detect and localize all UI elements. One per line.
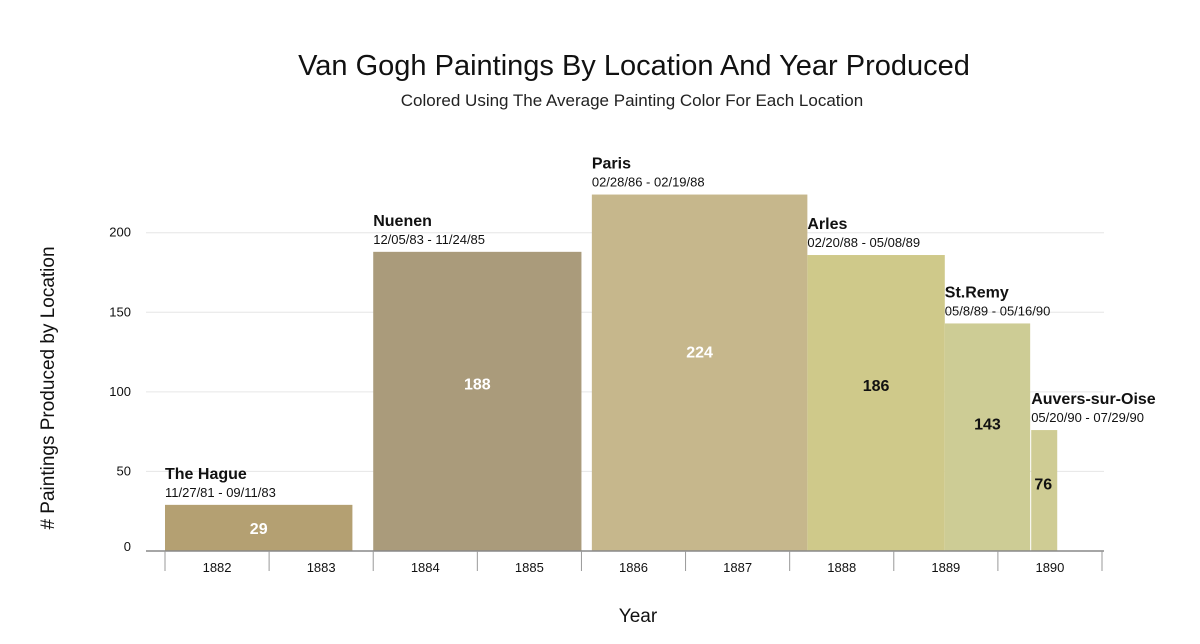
y-axis-label: # Paintings Produced by Location (38, 246, 59, 529)
bar-value-label: 224 (686, 344, 713, 361)
y-tick-label: 0 (124, 539, 131, 554)
x-axis: 1882 1883 1884 1885 1886 1887 1888 1889 1890 (146, 550, 1104, 575)
y-tick-label: 150 (109, 304, 131, 319)
location-dates: 05/20/90 - 07/29/90 (1031, 410, 1144, 425)
bar (373, 251, 582, 551)
bar (591, 194, 808, 551)
y-tick-label: 100 (109, 384, 131, 399)
bar-annotations: 29 The Hague 11/27/81 - 09/11/83 188 Nuenen 1… (165, 156, 1156, 538)
bar (165, 504, 353, 551)
location-dates: 05/8/89 - 05/16/90 (945, 303, 1051, 318)
chart-title: Van Gogh Paintings By Location And Year … (298, 50, 970, 82)
location-name: The Hague (165, 466, 247, 483)
x-axis-label: Year (619, 606, 658, 627)
location-name: Auvers-sur-Oise (1031, 391, 1156, 408)
location-dates: 12/05/83 - 11/24/85 (373, 232, 485, 247)
x-tick-label: 1889 (931, 560, 960, 575)
y-axis: 0 50 100 150 200 (109, 225, 131, 554)
bar-value-label: 188 (464, 376, 491, 393)
location-dates: 11/27/81 - 09/11/83 (165, 485, 276, 500)
bar (1031, 430, 1058, 551)
x-tick-label: 1883 (307, 560, 336, 575)
y-tick-label: 50 (117, 463, 131, 478)
bar-value-label: 76 (1034, 476, 1052, 493)
location-name: Paris (592, 156, 631, 173)
x-tick-label: 1884 (411, 560, 440, 575)
location-dates: 02/28/86 - 02/19/88 (592, 175, 705, 190)
bar (807, 255, 945, 551)
x-tick-label: 1887 (723, 560, 752, 575)
bar (944, 323, 1031, 551)
bar-value-label: 29 (250, 521, 268, 538)
y-tick-label: 200 (109, 225, 131, 240)
bar-value-label: 143 (974, 417, 1001, 434)
bar-value-label: 186 (863, 378, 890, 395)
location-name: St.Remy (945, 284, 1009, 301)
x-tick-label: 1886 (619, 560, 648, 575)
chart-subtitle: Colored Using The Average Painting Color… (401, 91, 863, 110)
x-tick-label: 1882 (203, 560, 232, 575)
location-name: Arles (807, 216, 847, 233)
x-tick-label: 1890 (1035, 560, 1064, 575)
x-tick-label: 1888 (827, 560, 856, 575)
location-dates: 02/20/88 - 05/08/89 (807, 235, 920, 250)
bars (165, 194, 1058, 551)
location-name: Nuenen (373, 213, 432, 230)
x-tick-label: 1885 (515, 560, 544, 575)
